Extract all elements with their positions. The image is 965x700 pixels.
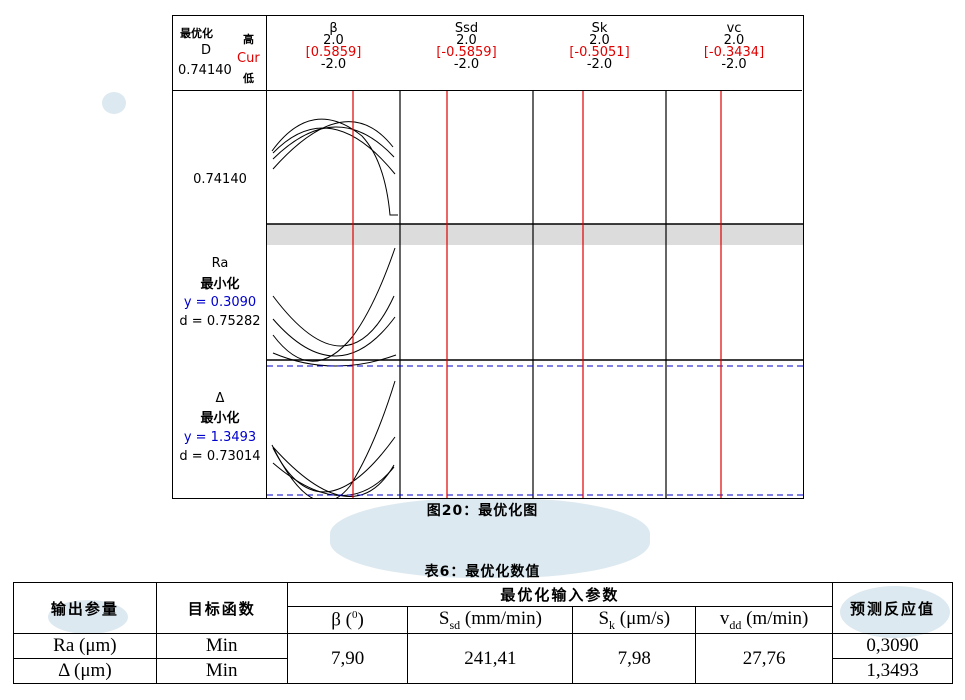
value-ssd: 241,41 (407, 633, 574, 684)
high-label: 高 (243, 33, 254, 46)
output-cell: Ra (μm) (13, 633, 157, 659)
table-title: 表6：最优化数值 (424, 564, 541, 580)
curve-delta-ssd (272, 436, 396, 493)
factor-low: -2.0 (320, 57, 347, 72)
input-vdd-header: vdd (m/min) (695, 606, 834, 634)
factor-high: 2.0 (456, 33, 477, 48)
factor-name: β (329, 21, 338, 36)
factor-name: Sk (591, 21, 608, 36)
header-summary: 最优化 D 0.74140 高 Cur 低 (173, 16, 267, 91)
curve-ra-beta (272, 295, 395, 347)
table-row: Ra (μm) Min 7,90 241,41 7,98 27,76 0,309… (13, 633, 953, 684)
smudge (102, 92, 126, 114)
value-vdd: 27,76 (695, 633, 834, 684)
factor-header-beta: β 2.0 [0.5859] -2.0 (267, 16, 400, 91)
factor-low: -2.0 (453, 57, 480, 72)
response-ra-d: d = 0.75282 (179, 314, 261, 329)
curve-ra-sk (272, 316, 396, 357)
response-ra-y: y = 0.3090 (183, 295, 257, 310)
input-ssd-header: Ssd (mm/min) (407, 606, 574, 634)
curve-ra-vc (272, 352, 397, 367)
composite-desirability: 0.74140 (193, 172, 247, 187)
input-beta-header: β (0) (286, 606, 409, 634)
factor-name: Ssd (454, 21, 479, 36)
value-sk: 7,98 (572, 633, 697, 684)
curve-delta-beta (272, 446, 395, 497)
predicted-cell: 0,3090 (832, 633, 953, 659)
output-cell: Δ (μm) (13, 658, 157, 684)
curve-ra-ssd (272, 247, 396, 362)
response-delta-y: y = 1.3493 (183, 430, 257, 445)
low-label: 低 (243, 72, 254, 85)
cur-label: Cur (237, 51, 260, 66)
curve-delta-vc (271, 380, 396, 498)
objective-cell: Min (155, 633, 288, 659)
curve-d-sk (272, 126, 395, 160)
optimization-plot: 最优化 D 0.74140 高 Cur 低 β 2.0 [0.5859] -2.… (172, 15, 804, 499)
factor-header-sk: Sk 2.0 [-0.5051] -2.0 (533, 16, 666, 91)
response-ra-goal: 最小化 (200, 277, 240, 292)
input-sk-header: Sk (μm/s) (572, 606, 697, 634)
response-delta-goal: 最小化 (200, 411, 240, 426)
value-beta: 7,90 (286, 633, 409, 684)
header-objective: 目标函数 (155, 582, 288, 634)
header-predicted: 预测反应值 (832, 582, 953, 634)
factor-low: -2.0 (586, 57, 613, 72)
objective-cell: Min (155, 658, 288, 684)
factor-high: 2.0 (323, 33, 344, 48)
factor-high: 2.0 (589, 33, 610, 48)
factor-low: -2.0 (721, 57, 747, 72)
figure-caption: 图20：最优化图 (426, 503, 539, 519)
table-row: Δ (μm) Min 1,3493 (13, 658, 953, 684)
factor-cur: [-0.5859] (436, 45, 497, 60)
header-output: 输出参量 (13, 582, 157, 634)
curve-d-ssd (271, 118, 398, 216)
response-curves (267, 91, 803, 498)
results-table: 输出参量 目标函数 最优化输入参数 预测反应值 β (0) Ssd (mm/mi… (13, 582, 953, 684)
factor-name: vc (726, 21, 742, 36)
d-value: 0.74140 (178, 63, 232, 78)
factor-cur: [-0.5051] (569, 45, 630, 60)
factor-cur: [-0.3434] (703, 45, 765, 60)
response-labels: 0.74140 Ra 最小化 y = 0.3090 d = 0.75282 Δ … (173, 91, 267, 498)
separator-band (267, 224, 803, 245)
curve-d-vc (272, 127, 396, 175)
response-delta-d: d = 0.73014 (179, 449, 261, 464)
optimal-label: 最优化 (180, 27, 213, 40)
smudge (330, 498, 650, 578)
factor-cur: [0.5859] (305, 45, 362, 60)
response-delta-name: Δ (215, 391, 225, 406)
response-ra-name: Ra (211, 256, 229, 271)
factor-header-vc: vc 2.0 [-0.3434] -2.0 (666, 16, 802, 91)
factor-header-ssd: Ssd 2.0 [-0.5859] -2.0 (400, 16, 533, 91)
predicted-cell: 1,3493 (832, 658, 953, 684)
header-inputs: 最优化输入参数 (286, 582, 834, 607)
factor-high: 2.0 (723, 33, 745, 48)
d-label: D (201, 43, 212, 58)
